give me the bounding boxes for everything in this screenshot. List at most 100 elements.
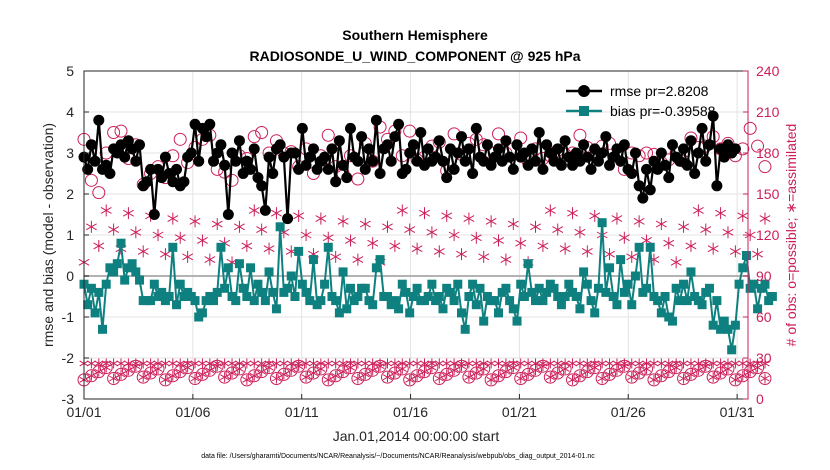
obs-assimilated-point [448, 229, 460, 241]
obs-assimilated-point [367, 237, 379, 250]
rmse-point [507, 163, 519, 175]
bias-point [453, 279, 463, 289]
rmse-point [341, 172, 353, 184]
obs-assimilated-point [130, 226, 142, 239]
y-axis-right: 0 30 60 90 120 150 180 210 240 [743, 63, 780, 407]
bias-point [234, 259, 244, 269]
rmse-point [185, 147, 197, 159]
obs-assimilated-point [138, 358, 148, 369]
rmse-point [615, 155, 627, 167]
obs-assimilated-point [122, 207, 134, 220]
rmse-point [663, 172, 675, 184]
obs-assimilated-point [271, 207, 282, 220]
obs-assimilated-point [752, 358, 763, 369]
obs-possible-point [758, 372, 772, 385]
x-tick-label: 01/26 [611, 404, 646, 420]
bias-point [90, 308, 100, 318]
bias-point [190, 296, 200, 306]
rmse-point [463, 143, 475, 155]
rmse-point [618, 139, 630, 151]
bias-point [464, 292, 474, 301]
bias-point [286, 271, 296, 281]
obs-assimilated-point [752, 248, 764, 261]
rmse-point [467, 168, 479, 179]
obs-assimilated-point [322, 231, 334, 244]
obs-assimilated-point [93, 239, 105, 252]
bias-point [323, 242, 333, 252]
obs-assimilated-point [271, 358, 282, 369]
rmse-point [456, 131, 468, 143]
obs-assimilated-point [575, 370, 585, 381]
y-left-tick-label: -2 [62, 350, 75, 366]
obs-assimilated-point [175, 358, 185, 369]
bias-point [712, 296, 722, 306]
obs-possible-point [255, 126, 269, 139]
bias-point [242, 292, 252, 301]
bias-point [135, 275, 145, 285]
rmse-point [152, 163, 164, 175]
rmse-point [648, 155, 660, 167]
obs-assimilated-point [405, 374, 415, 385]
obs-assimilated-point [692, 204, 704, 217]
bias-point [679, 279, 689, 289]
bias-point [534, 283, 544, 293]
obs-assimilated-point [686, 369, 696, 380]
rmse-point [570, 147, 582, 159]
bias-point [101, 279, 111, 289]
bias-point [501, 283, 511, 293]
obs-possible-point [136, 370, 150, 384]
obs-assimilated-point [442, 358, 452, 369]
obs-assimilated-point [94, 358, 104, 369]
obs-assimilated-point [234, 358, 245, 369]
bias-point [249, 296, 259, 306]
obs-assimilated-point [456, 248, 467, 261]
rmse-point [703, 139, 715, 151]
bias-point [149, 279, 159, 289]
obs-assimilated-point [86, 358, 96, 369]
obs-assimilated-point [530, 220, 541, 233]
rmse-point [219, 159, 231, 171]
obs-possible-point [492, 369, 506, 383]
obs-assimilated-point [552, 223, 564, 236]
obs-assimilated-point [397, 358, 407, 369]
rmse-point [644, 184, 656, 196]
obs-assimilated-point [611, 212, 623, 225]
obs-assimilated-point [404, 223, 416, 236]
obs-assimilated-point [678, 220, 690, 233]
rmse-point [333, 135, 345, 147]
x-tick-label: 01/31 [720, 404, 755, 420]
bias-point [619, 287, 629, 297]
bias-point [590, 308, 600, 318]
obs-assimilated-point [168, 370, 178, 381]
rmse-point [141, 176, 153, 188]
bias-point [331, 296, 341, 306]
bias-point [157, 287, 167, 297]
rmse-point [363, 143, 375, 155]
bias-point [127, 259, 137, 269]
obs-possible-point [329, 369, 343, 383]
rmse-point [537, 163, 549, 175]
obs-assimilated-point [627, 372, 637, 383]
bias-point [727, 345, 737, 355]
obs-possible-point [351, 372, 365, 385]
obs-assimilated-point [359, 218, 371, 231]
rmse-point [296, 122, 308, 134]
obs-assimilated-point [626, 250, 638, 263]
legend-bias-marker [579, 106, 589, 116]
y-left-tick-label: 2 [66, 186, 74, 202]
rmse-point [289, 147, 301, 159]
obs-assimilated-point [464, 372, 474, 383]
y-right-tick-label: 210 [756, 104, 780, 120]
obs-assimilated-point [618, 231, 630, 244]
x-tick-label: 01/21 [502, 404, 537, 420]
obs-possible-point [107, 372, 121, 385]
rmse-point [233, 135, 245, 147]
obs-possible-point [654, 369, 668, 383]
obs-assimilated-point [729, 245, 741, 258]
rmse-point [385, 155, 397, 167]
obs-assimilated-point [760, 373, 770, 384]
bias-point [697, 300, 707, 310]
obs-assimilated-point [744, 229, 756, 241]
rmse-point [689, 168, 701, 179]
obs-possible-point [751, 139, 765, 153]
